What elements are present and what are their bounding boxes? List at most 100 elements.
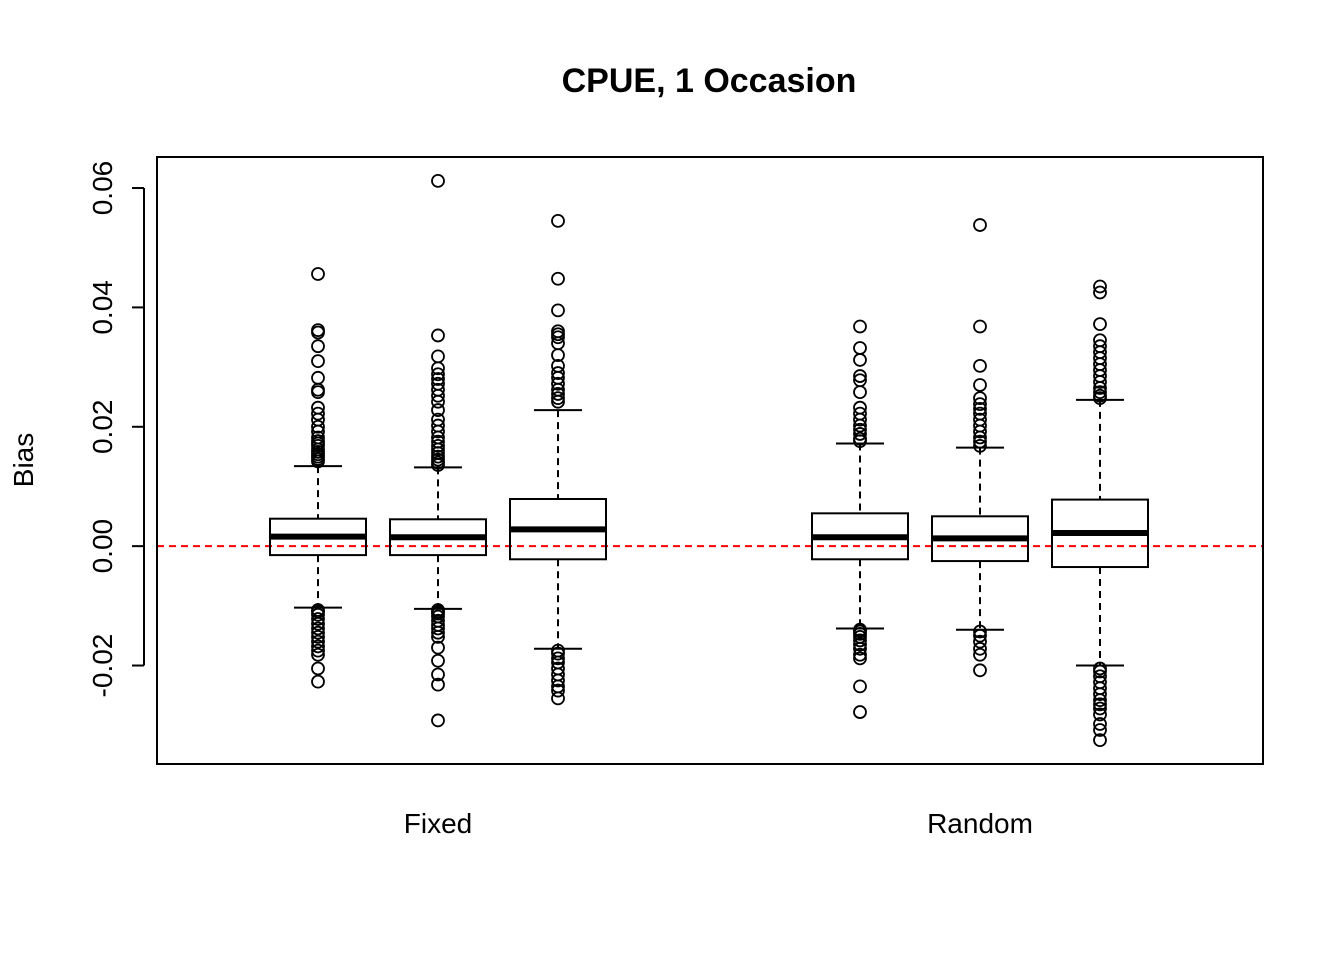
outlier-point xyxy=(551,683,565,698)
outlier-point xyxy=(853,641,867,656)
outlier-point xyxy=(973,628,987,643)
outlier-point xyxy=(1093,375,1107,389)
outlier-point xyxy=(973,401,987,416)
outlier-point xyxy=(311,406,325,421)
outlier-point xyxy=(853,633,867,648)
outlier-point xyxy=(1093,381,1107,395)
outlier-point xyxy=(311,616,325,631)
outlier-point xyxy=(551,394,565,409)
plot-frame xyxy=(156,156,1264,765)
outlier-point xyxy=(311,454,325,469)
outlier-point xyxy=(431,372,445,386)
outlier-point xyxy=(1093,701,1107,716)
outlier-point xyxy=(431,328,445,343)
outlier-point xyxy=(853,412,867,427)
x-group-label: Random xyxy=(927,808,1033,839)
outlier-point xyxy=(853,353,867,367)
outlier-point xyxy=(1093,285,1107,300)
outlier-point xyxy=(431,173,445,188)
outlier-point xyxy=(431,394,445,409)
y-tick-label: -0.02 xyxy=(87,634,118,698)
outlier-point xyxy=(973,438,987,453)
outlier-point xyxy=(311,639,325,654)
outlier-point xyxy=(551,651,565,666)
outlier-point xyxy=(973,647,987,662)
outlier-point xyxy=(431,677,445,692)
outlier-point xyxy=(853,647,867,662)
outlier-point xyxy=(973,624,987,639)
outlier-point xyxy=(311,354,325,369)
outlier-point xyxy=(853,651,867,666)
y-axis-label: Bias xyxy=(8,433,39,487)
outlier-point xyxy=(1093,707,1107,722)
outlier-point xyxy=(431,629,445,644)
outlier-point xyxy=(973,434,987,449)
outlier-point xyxy=(431,403,445,417)
outlier-point xyxy=(311,674,325,689)
outlier-point xyxy=(973,391,987,406)
outlier-point xyxy=(431,361,445,376)
outlier-point xyxy=(853,418,867,433)
outlier-point xyxy=(973,424,987,439)
outlier-point xyxy=(1093,664,1107,679)
outlier-point xyxy=(311,267,325,281)
outlier-point xyxy=(1093,317,1107,332)
outlier-point xyxy=(1093,693,1107,708)
outlier-point xyxy=(311,634,325,649)
outlier-point xyxy=(431,667,445,682)
outlier-point xyxy=(853,427,867,441)
outlier-point xyxy=(311,629,325,644)
outlier-point xyxy=(431,621,445,636)
outlier-point xyxy=(431,367,445,382)
outlier-point xyxy=(853,637,867,652)
outlier-point xyxy=(311,625,325,640)
outlier-point xyxy=(551,271,565,286)
outlier-point xyxy=(973,663,987,678)
outlier-point xyxy=(311,325,325,340)
outlier-point xyxy=(551,213,565,228)
outlier-point xyxy=(311,621,325,636)
y-tick-label: 0.02 xyxy=(87,400,118,455)
outlier-point xyxy=(1093,717,1107,731)
outlier-point xyxy=(311,661,325,676)
outlier-point xyxy=(1093,385,1107,400)
outlier-point xyxy=(1093,279,1107,294)
outlier-point xyxy=(311,607,325,622)
outlier-point xyxy=(311,643,325,658)
outlier-point xyxy=(431,424,445,439)
outlier-point xyxy=(551,673,565,688)
plot-area: -0.02 0.00 0.02 0.04 0.06 Fixed Random xyxy=(87,161,1263,839)
outlier-point xyxy=(1093,391,1107,406)
outlier-point xyxy=(311,419,325,434)
outlier-point xyxy=(853,705,867,719)
outlier-point xyxy=(973,319,987,334)
outlier-point xyxy=(551,691,565,706)
outlier-point xyxy=(1093,687,1107,702)
outlier-point xyxy=(431,653,445,668)
outlier-point xyxy=(1093,733,1107,748)
outlier-point xyxy=(973,430,987,445)
outlier-point xyxy=(1093,697,1107,712)
outlier-point xyxy=(311,438,325,453)
outlier-point xyxy=(853,369,867,383)
outlier-point xyxy=(311,339,325,354)
outlier-point xyxy=(551,646,565,661)
outlier-point xyxy=(551,391,565,406)
outlier-point xyxy=(431,458,445,472)
outlier-point xyxy=(1093,723,1107,737)
y-tick-label: 0.04 xyxy=(87,280,118,335)
outlier-point xyxy=(853,319,867,334)
outlier-point xyxy=(973,218,987,232)
outlier-point xyxy=(551,348,565,363)
outlier-point xyxy=(551,387,565,401)
outlier-point xyxy=(973,378,987,392)
outlier-point xyxy=(311,647,325,662)
outlier-point xyxy=(431,438,445,453)
y-tick-label: 0.00 xyxy=(87,519,118,574)
outlier-point xyxy=(311,385,325,400)
outlier-point xyxy=(551,303,565,318)
chart-title: CPUE, 1 Occasion xyxy=(562,62,857,100)
outlier-point xyxy=(431,640,445,655)
